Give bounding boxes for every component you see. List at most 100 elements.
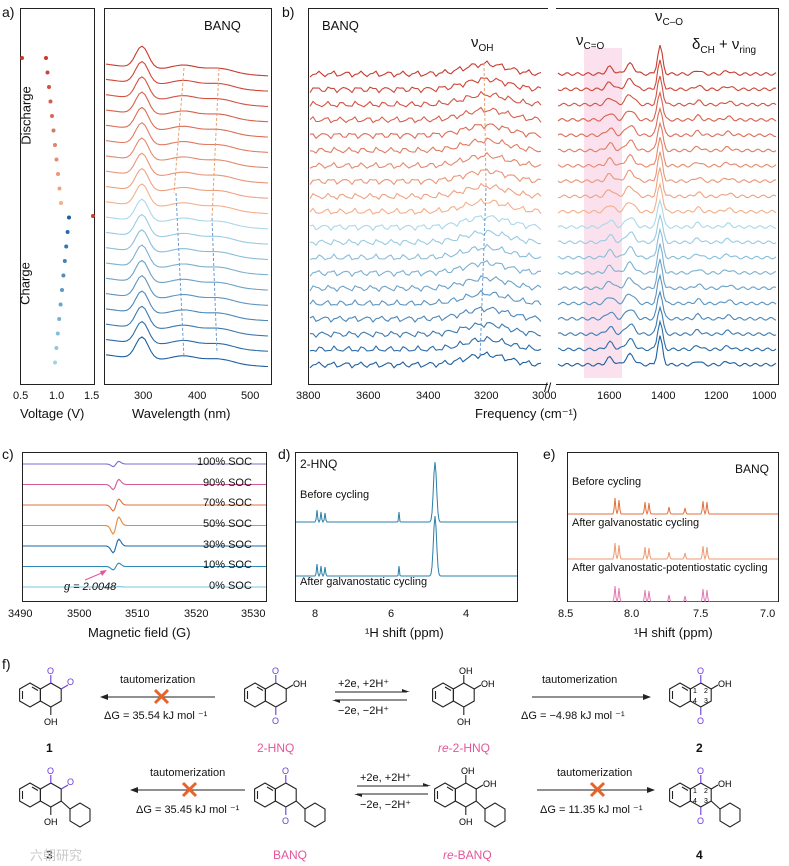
voltage-point: [91, 214, 95, 218]
molecule-4: O OH O 2 3 4 1: [669, 766, 741, 828]
wavelength-axis-title: Wavelength (nm): [132, 406, 231, 421]
voltage-point: [67, 215, 71, 220]
voltage-point: [57, 186, 62, 191]
ftir-trace-right: [557, 137, 777, 168]
svg-text:OH: OH: [483, 779, 497, 789]
svg-text:1: 1: [693, 788, 697, 795]
voltage-dots: [20, 56, 95, 365]
ftir-trace-left: [309, 306, 542, 323]
svg-text:O: O: [47, 766, 54, 776]
svg-text:3: 3: [704, 698, 708, 705]
voltage-tick: 0.5: [13, 390, 29, 402]
svg-text:O: O: [697, 816, 704, 826]
row2-taut-right: tautomerization: [557, 767, 633, 779]
ftir-trace-right: [557, 121, 777, 153]
panel-d-label: d): [278, 446, 291, 462]
panel-e-label: e): [543, 446, 556, 462]
wavelength-tick: 400: [188, 390, 207, 402]
nmr-e-trace: [568, 497, 778, 516]
nmr-d-before-label: Before cycling: [300, 489, 370, 501]
charge-label: Charge: [17, 262, 33, 305]
row1-taut-left: tautomerization: [120, 674, 196, 686]
uvvis-spectra: [105, 45, 269, 368]
svg-text:O: O: [67, 677, 74, 687]
nmr-d-trace: [296, 461, 517, 524]
ftir-trace-left: [309, 106, 542, 124]
row2-taut-left: tautomerization: [150, 767, 226, 779]
compound-re-2hnq-label: re-2-HNQ: [438, 741, 491, 755]
row2-dg-right: ΔG = 11.35 kJ mol ⁻¹: [540, 804, 643, 816]
ftir-trace-right: [557, 290, 777, 321]
voltage-point: [61, 273, 66, 278]
nmr-d-after-label: After galvanostatic cycling: [300, 576, 428, 588]
epr-trace: [23, 538, 266, 554]
shift-tick: 4: [463, 608, 470, 620]
svg-text:1: 1: [693, 688, 697, 695]
uvvis-trace: [105, 336, 269, 368]
svg-text:OH: OH: [44, 717, 58, 727]
voltage-point: [59, 201, 63, 205]
guide-line: [173, 67, 185, 194]
molecule-re-banq: OH OH OH: [434, 766, 506, 828]
uvvis-trace: [105, 106, 269, 138]
svg-text:O: O: [272, 716, 279, 726]
freq-tick: 3800: [296, 390, 321, 402]
v-oh-annotation: νOH: [471, 34, 494, 54]
panel-b-label: b): [282, 4, 295, 20]
v-co-annotation: νC–O: [655, 8, 684, 28]
uvvis-trace: [105, 198, 269, 230]
ftir-trace-right: [557, 44, 777, 77]
voltage-point: [56, 172, 60, 176]
ftir-trace-left: [309, 182, 542, 200]
ftir-trace-left: [309, 259, 542, 278]
uvvis-trace: [105, 305, 269, 337]
freq-tick: 3600: [356, 390, 381, 402]
svg-text:O: O: [67, 777, 74, 787]
soc-label: 50% SOC: [203, 518, 252, 530]
ftir-trace-left: [309, 60, 542, 78]
svg-text:2: 2: [704, 788, 708, 795]
ftir-plot-frame-left: [308, 8, 548, 385]
field-axis-title: Magnetic field (G): [88, 625, 191, 640]
shift-axis-title: ¹H shift (ppm): [365, 625, 444, 640]
nmr-e-trace: [568, 542, 778, 561]
molecule-3: O O OH: [19, 766, 91, 828]
voltage-point: [44, 56, 48, 60]
uvvis-plot-frame: [104, 8, 272, 385]
voltage-point: [47, 85, 51, 89]
compound-1-label: 1: [46, 741, 53, 755]
uvvis-trace: [105, 91, 269, 123]
row1-dg-right: ΔG = −4.98 kJ mol ⁻¹: [521, 710, 625, 722]
nmr-e-before-label: Before cycling: [572, 476, 642, 488]
shift-tick: 8.0: [624, 608, 640, 620]
voltage-axis-title: Voltage (V): [20, 406, 85, 421]
voltage-point: [54, 346, 59, 350]
compound-banq-label: BANQ: [273, 848, 308, 862]
voltage-point: [60, 288, 64, 292]
ftir-trace-right: [557, 273, 777, 306]
nmr-e-after1-label: After galvanostatic cycling: [572, 517, 700, 529]
voltage-plot-frame: [20, 8, 95, 385]
compound-2hnq-label: 2-HNQ: [257, 741, 295, 755]
reaction-scheme: O O OH O OH O OH OH OH O OH O 2 3 4 1: [19, 666, 741, 828]
uvvis-trace: [105, 213, 269, 245]
blocked-cross-icon-2: [181, 781, 198, 798]
svg-text:O: O: [697, 766, 704, 776]
uvvis-trace: [105, 244, 269, 276]
ftir-trace-right: [557, 90, 777, 122]
uvvis-trace: [105, 290, 269, 322]
svg-text:O: O: [697, 716, 704, 726]
molecule-re-2hnq: OH OH OH: [432, 666, 495, 727]
epr-trace: [23, 478, 266, 491]
wavelength-tick: 300: [134, 390, 153, 402]
voltage-point: [45, 70, 50, 75]
ftir-trace-right: [557, 258, 777, 291]
svg-text:OH: OH: [481, 679, 495, 689]
epr-trace: [23, 516, 266, 535]
ftir-trace-left: [309, 351, 542, 369]
molecule-banq: O O: [254, 766, 326, 828]
svg-text:4: 4: [693, 798, 697, 805]
soc-label: 100% SOC: [197, 456, 253, 468]
svg-text:OH: OH: [461, 766, 475, 776]
shift-tick: 8.5: [558, 608, 574, 620]
